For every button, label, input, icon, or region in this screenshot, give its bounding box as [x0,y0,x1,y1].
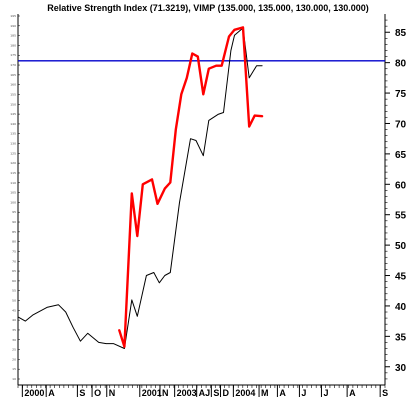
left-axis-tick-label: 155 [10,92,16,96]
x-axis-tick-label: O [94,388,101,398]
left-axis-tick-label: 195 [10,14,16,18]
left-axis-tick-label: 80 [12,240,16,244]
right-axis-tick-label: 40 [395,302,407,313]
series-line-red [118,26,264,348]
left-axis-tick-label: 180 [10,43,16,47]
left-axis-tick-label: 30 [12,338,16,342]
left-axis-tick-label: 60 [12,279,16,283]
left-axis-tick-label: 100 [10,200,16,204]
chart-title: Relative Strength Index (71.3219), VIMP … [47,3,369,13]
left-axis-tick-label: 125 [10,151,16,155]
left-axis-tick-label: 55 [12,289,16,293]
left-axis-tick-label: 45 [12,308,16,312]
x-axis-tick-label: S [382,388,388,398]
left-axis-tick-label: 130 [10,142,16,146]
right-axis-tick-label: 80 [395,59,407,70]
left-axis-tick-label: 65 [12,269,16,273]
left-axis-tick-label: 40 [12,318,16,322]
x-axis-tick-label: S [79,388,85,398]
x-axis-tick-label: S [213,388,219,398]
left-axis-tick-label: 145 [10,112,16,116]
x-axis-tick-label: A [349,388,356,398]
left-axis-tick-label: 190 [10,24,16,28]
x-axis-tick-label: 2003 [177,388,197,398]
x-axis-tick-label: 2001 [142,388,162,398]
right-axis-tick-label: 70 [395,119,407,130]
right-axis-tick-label: 35 [395,332,407,343]
left-axis-tick-label: 75 [12,249,16,253]
right-axis-tick-label: 75 [395,89,407,100]
left-axis-tick-label: 135 [10,132,16,136]
left-axis-tick-label: 90 [12,220,16,224]
right-axis-tick-label: 45 [395,272,407,283]
right-axis-tick-label: 65 [395,150,407,161]
left-axis-tick-label: 165 [10,73,16,77]
plot-area [17,26,385,349]
x-axis-tick-label: 2004 [235,388,255,398]
left-axis-tick-label: 140 [10,122,16,126]
left-axis: 10 15 20 25 30 35 40 45 50 55 60 65 70 75 80 85 90 95 100 1… [10,14,20,385]
x-axis: 2000 A S O N 2001 N 2003 AJ S D 2004 M A J J A S [17,384,388,398]
right-axis-tick-label: 50 [395,241,407,252]
x-axis-tick-label: J [301,388,306,398]
left-axis-tick-label: 95 [12,210,16,214]
x-axis-tick-label: AJ [199,388,211,398]
x-axis-tick-label: A [48,388,55,398]
left-axis-tick-label: 20 [12,357,16,361]
left-axis-tick-label: 70 [12,259,16,263]
right-axis-tick-label: 55 [395,211,407,222]
left-axis-tick-label: 120 [10,161,16,165]
left-axis-tick-label: 85 [12,230,16,234]
right-axis: 30 35 40 45 50 55 60 65 70 75 80 85 [384,14,407,385]
x-axis-tick-label: M [261,388,269,398]
x-axis-tick-label: J [323,388,328,398]
left-axis-tick-label: 110 [10,181,16,185]
x-axis-tick-label: D [223,388,230,398]
left-axis-tick-label: 15 [12,367,16,371]
x-axis-tick-label: N [109,388,116,398]
left-axis-tick-label: 10 [12,377,16,381]
series-line-black [17,27,263,349]
left-axis-tick-label: 105 [10,191,16,195]
left-axis-tick-label: 160 [10,83,16,87]
left-axis-tick-label: 50 [12,299,16,303]
left-axis-tick-label: 175 [10,53,16,57]
x-axis-tick-label: N [162,388,169,398]
left-axis-tick-label: 185 [10,34,16,38]
left-axis-tick-label: 115 [10,171,16,175]
x-axis-tick-label: 2000 [24,388,44,398]
left-axis-tick-label: 170 [10,63,16,67]
right-axis-tick-label: 30 [395,363,407,374]
left-axis-tick-label: 150 [10,102,16,106]
left-axis-tick-label: 25 [12,348,16,352]
left-axis-tick-label: 35 [12,328,16,332]
right-axis-tick-label: 85 [395,28,407,39]
right-axis-tick-label: 60 [395,180,407,191]
x-axis-tick-label: A [279,388,286,398]
